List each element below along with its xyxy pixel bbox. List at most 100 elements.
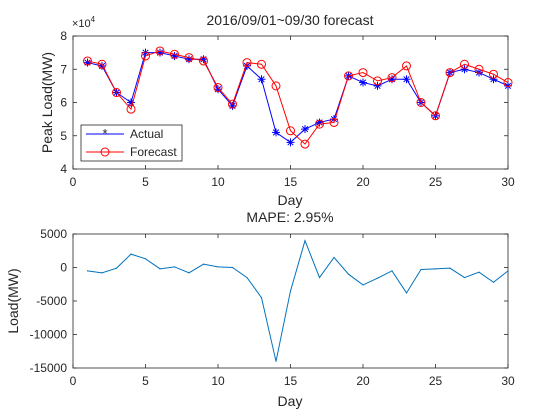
forecast-forecast-point [402, 61, 411, 71]
forecast-forecast-point [126, 104, 136, 114]
forecast-series [83, 46, 513, 149]
legend-box [80, 124, 183, 162]
forecast-y-tick-label: 6 [60, 96, 67, 110]
forecast-forecast-point [358, 68, 368, 78]
error-error-point [391, 270, 393, 272]
error-x-tick-label: 0 [70, 374, 77, 388]
error-chart-title: MAPE: 2.95% [246, 209, 333, 225]
forecast-forecast-point [155, 46, 165, 56]
forecast-forecast-point [170, 49, 179, 59]
error-error-point [304, 240, 306, 242]
error-error-point [376, 277, 379, 279]
forecast-actual-point [460, 65, 469, 74]
forecast-forecast-point [329, 117, 339, 127]
forecast-forecast-point [257, 59, 266, 69]
error-y-tick-label: -10000 [30, 328, 68, 342]
forecast-chart-title: 2016/09/01~09/30 forecast [207, 12, 374, 28]
forecast-forecast-point [445, 68, 455, 78]
error-error-point [159, 268, 161, 270]
forecast-x-tick-label: 5 [142, 175, 149, 189]
forecast-forecast-point [83, 56, 92, 66]
forecast-x-tick-label: 30 [501, 175, 515, 189]
error-y-axis-label: Load(MW) [5, 268, 21, 333]
forecast-y-tick-label: 8 [60, 29, 67, 43]
forecast-chart: 2016/09/01~09/30 forecast ×104 0 5 10 15 20 2… [39, 12, 515, 208]
forecast-forecast-point [344, 71, 353, 81]
error-error-point [246, 276, 248, 279]
legend-forecast-marker [100, 147, 110, 157]
forecast-y-tick-label: 4 [60, 162, 67, 176]
error-error-point [260, 297, 263, 299]
forecast-forecast-point [97, 59, 107, 69]
error-error-point [173, 266, 176, 268]
error-plot-area [72, 233, 509, 369]
legend: * Actual Forecast [80, 124, 183, 162]
forecast-x-tick-label: 0 [70, 175, 77, 189]
error-error-point [449, 267, 451, 269]
forecast-y-axis-label: Peak Load(MW) [39, 52, 55, 153]
forecast-forecast-point [228, 99, 237, 109]
y-exponent-label: ×104 [72, 15, 96, 30]
forecast-forecast-point [300, 139, 310, 149]
error-error-point [362, 284, 364, 286]
error-y-tick-label: 0 [60, 261, 67, 275]
forecast-actual-point [141, 48, 150, 57]
forecast-actual-point [286, 138, 295, 147]
forecast-actual-point [475, 68, 483, 77]
forecast-forecast-point [271, 81, 281, 91]
legend-actual-label: Actual [130, 127, 163, 141]
error-axis-ticks: 0 5 10 15 20 25 30 5000 0 -5000 -10000 -15000 [30, 227, 515, 388]
forecast-x-tick-label: 10 [211, 175, 225, 189]
forecast-x-tick-label: 20 [356, 175, 370, 189]
forecast-actual-point [257, 75, 266, 84]
forecast-x-tick-label: 15 [284, 175, 298, 189]
forecast-actual-point [272, 128, 280, 137]
forecast-forecast-point [431, 111, 440, 121]
error-y-tick-label: 5000 [40, 227, 67, 241]
legend-actual-marker: * [102, 126, 107, 141]
forecast-y-tick-label: 5 [60, 129, 67, 143]
forecast-forecast-point [184, 53, 194, 63]
error-x-tick-label: 30 [501, 374, 515, 388]
error-chart: MAPE: 2.95% 0 5 10 15 20 25 30 5000 0 -5000 -10000… [5, 209, 515, 409]
error-error-point [188, 272, 190, 274]
forecast-actual-point [359, 78, 367, 87]
forecast-actual-point [301, 125, 309, 134]
error-y-tick-label: -5000 [36, 294, 67, 308]
forecast-axis-ticks: 0 5 10 15 20 25 30 4 5 6 7 8 [60, 29, 515, 189]
error-error-point [492, 281, 495, 283]
legend-forecast-label: Forecast [130, 145, 177, 159]
error-error-point [434, 268, 437, 270]
error-error-point [507, 270, 509, 272]
error-series-line-0 [87, 239, 509, 362]
error-x-tick-label: 10 [211, 374, 225, 388]
forecast-forecast-point [387, 73, 397, 83]
error-error-point [101, 272, 103, 274]
error-error-point [318, 276, 321, 279]
forecast-y-tick-label: 7 [60, 62, 67, 76]
forecast-forecast-point [503, 78, 513, 88]
error-error-point [115, 267, 118, 269]
forecast-actual-point [489, 75, 498, 84]
error-x-tick-label: 15 [284, 374, 298, 388]
error-error-point [217, 266, 219, 268]
error-series [86, 239, 509, 362]
forecast-x-axis-label: Day [278, 192, 303, 208]
forecast-forecast-point [460, 59, 469, 69]
error-error-point [289, 290, 292, 292]
forecast-forecast-point [489, 69, 498, 79]
error-error-point [275, 360, 277, 362]
forecast-x-tick-label: 25 [429, 175, 443, 189]
error-x-tick-label: 5 [142, 374, 149, 388]
error-error-point [420, 268, 422, 271]
forecast-forecast-point [213, 83, 223, 93]
error-x-tick-label: 20 [356, 374, 370, 388]
forecast-forecast-point [373, 76, 382, 86]
forecast-forecast-point [112, 88, 121, 98]
error-error-point [144, 258, 147, 260]
forecast-forecast-point [199, 56, 208, 66]
forecast-forecast-point [286, 126, 295, 136]
error-x-axis-label: Day [278, 393, 303, 409]
forecast-forecast-point [315, 119, 324, 129]
